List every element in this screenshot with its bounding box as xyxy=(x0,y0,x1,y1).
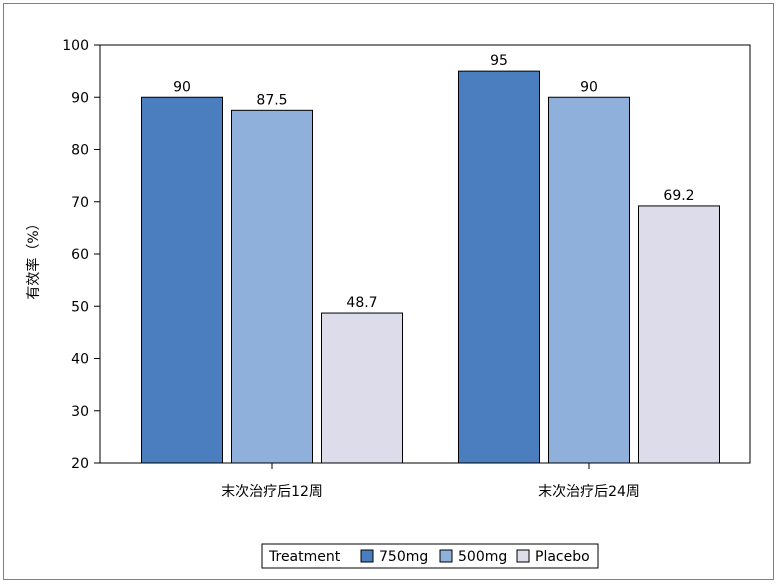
bar-placebo xyxy=(638,205,720,464)
bar-750mg xyxy=(141,96,223,464)
legend: Treatment 750mg 500mg Placebo xyxy=(261,543,599,569)
legend-swatch-750mg xyxy=(360,549,374,563)
data-label: 69.2 xyxy=(663,188,694,204)
x-tick-label: 末次治疗后24周 xyxy=(538,484,640,500)
axes: 20 30 40 50 60 70 80 90 100 末次治疗后12周 末次治疗后24周 xyxy=(62,38,751,500)
y-tick-label: 30 xyxy=(71,404,89,420)
legend-box xyxy=(261,543,599,569)
data-labels: 90 87.5 48.7 95 90 69.2 xyxy=(173,53,695,311)
legend-label-750mg: 750mg xyxy=(379,549,428,565)
data-label: 95 xyxy=(490,53,508,69)
y-tick-label: 60 xyxy=(71,247,89,263)
y-tick-label: 90 xyxy=(71,90,89,106)
y-tick-label: 80 xyxy=(71,143,89,159)
y-tick-label: 100 xyxy=(62,38,89,54)
legend-swatch-500mg xyxy=(439,549,453,563)
bar-placebo xyxy=(321,312,403,464)
y-axis-title: 有效率（%） xyxy=(25,216,42,299)
data-label: 87.5 xyxy=(256,92,287,108)
x-tick-label: 末次治疗后12周 xyxy=(221,484,323,500)
legend-label-placebo: Placebo xyxy=(535,549,590,565)
legend-title: Treatment xyxy=(268,549,341,565)
bar-500mg xyxy=(231,109,313,464)
data-label: 48.7 xyxy=(346,295,377,311)
data-label: 90 xyxy=(173,79,191,95)
y-tick-label: 70 xyxy=(71,195,89,211)
legend-label-500mg: 500mg xyxy=(458,549,507,565)
data-label: 90 xyxy=(580,79,598,95)
y-tick-label: 50 xyxy=(71,299,89,315)
bar-750mg xyxy=(458,70,540,464)
y-tick-label: 40 xyxy=(71,352,89,368)
bar-500mg xyxy=(548,96,630,464)
bars xyxy=(141,70,720,464)
y-tick-label: 20 xyxy=(71,456,89,472)
legend-swatch-placebo xyxy=(516,549,530,563)
